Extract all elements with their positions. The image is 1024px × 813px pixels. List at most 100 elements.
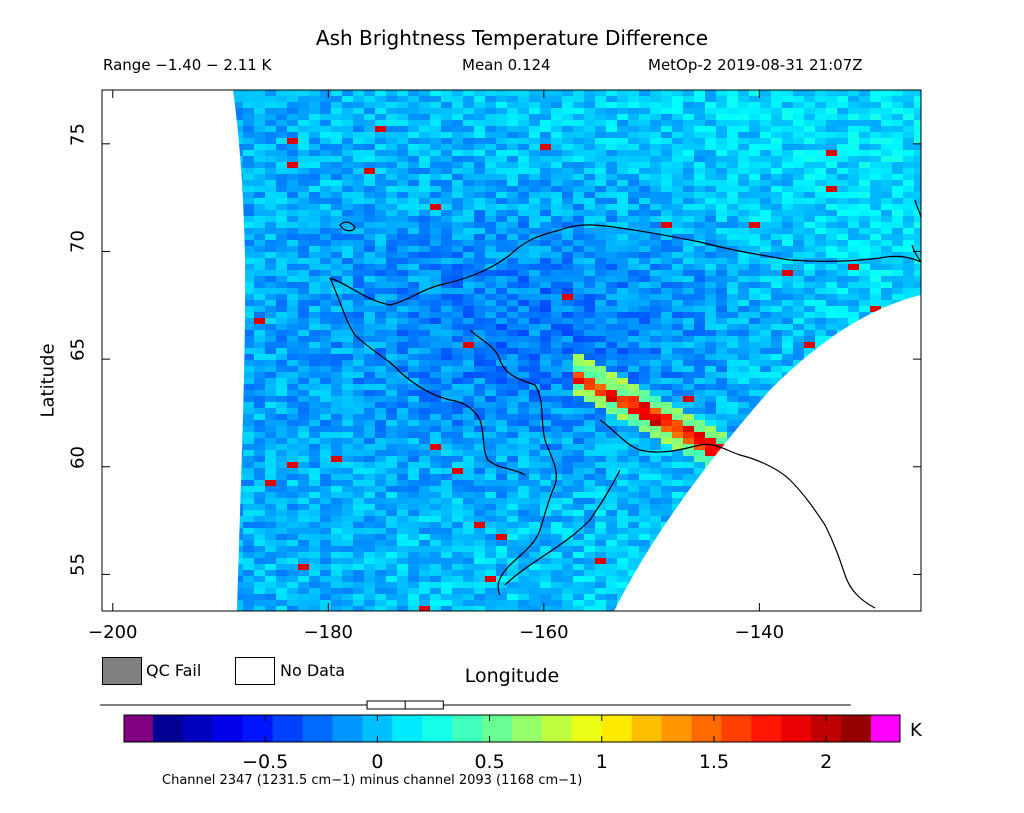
heatmap-cell	[650, 138, 661, 144]
heatmap-cell	[749, 180, 760, 186]
heatmap-cell	[353, 372, 364, 378]
heatmap-cell	[826, 138, 837, 144]
heatmap-cell	[441, 198, 452, 204]
heatmap-cell	[837, 540, 848, 546]
heatmap-cell	[287, 126, 298, 132]
heatmap-cell	[298, 468, 309, 474]
heatmap-cell	[661, 432, 672, 438]
heatmap-cell	[364, 270, 375, 276]
heatmap-cell	[595, 174, 606, 180]
heatmap-cell	[782, 468, 793, 474]
heatmap-cell	[265, 240, 276, 246]
heatmap-cell	[342, 444, 353, 450]
heatmap-cell	[507, 132, 518, 138]
heatmap-cell	[254, 120, 265, 126]
heatmap-cell	[584, 162, 595, 168]
heatmap-cell	[342, 366, 353, 372]
heatmap-cell	[474, 120, 485, 126]
heatmap-cell	[870, 504, 881, 510]
heatmap-cell	[617, 228, 628, 234]
heatmap-cell	[573, 516, 584, 522]
heatmap-cell	[573, 504, 584, 510]
heatmap-cell	[496, 420, 507, 426]
heatmap-cell	[727, 402, 738, 408]
heatmap-cell	[386, 432, 397, 438]
heatmap-cell	[507, 150, 518, 156]
heatmap-cell	[650, 180, 661, 186]
heatmap-cell	[804, 516, 815, 522]
heatmap-cell	[584, 354, 595, 360]
heatmap-cell	[463, 132, 474, 138]
heatmap-cell	[903, 558, 914, 564]
heatmap-cell	[276, 432, 287, 438]
heatmap-cell	[276, 282, 287, 288]
heatmap-cell	[463, 384, 474, 390]
heatmap-cell	[716, 474, 727, 480]
heatmap-cell	[397, 510, 408, 516]
heatmap-cell	[540, 378, 551, 384]
heatmap-cell	[881, 324, 892, 330]
heatmap-cell	[551, 276, 562, 282]
heatmap-cell	[397, 270, 408, 276]
heatmap-cell	[419, 546, 430, 552]
heatmap-cell	[331, 264, 342, 270]
heatmap-cell	[518, 528, 529, 534]
heatmap-cell	[276, 318, 287, 324]
heatmap-cell	[430, 474, 441, 480]
heatmap-cell	[606, 408, 617, 414]
heatmap-cell	[562, 180, 573, 186]
heatmap-cell	[650, 234, 661, 240]
heatmap-cell	[430, 192, 441, 198]
heatmap-cell	[353, 186, 364, 192]
heatmap-cell	[243, 540, 254, 546]
heatmap-cell	[408, 564, 419, 570]
heatmap-cell	[419, 342, 430, 348]
heatmap-cell	[419, 228, 430, 234]
heatmap-cell	[793, 90, 804, 96]
heatmap-cell	[914, 540, 921, 546]
heatmap-cell	[650, 246, 661, 252]
heatmap-cell	[650, 546, 661, 552]
heatmap-cell	[331, 474, 342, 480]
heatmap-cell	[430, 210, 441, 216]
heatmap-cell	[452, 426, 463, 432]
heatmap-cell	[441, 510, 452, 516]
heatmap-cell	[683, 486, 694, 492]
heatmap-cell	[859, 474, 870, 480]
heatmap-cell	[320, 396, 331, 402]
heatmap-cell	[342, 270, 353, 276]
heatmap-cell	[870, 234, 881, 240]
heatmap-cell	[298, 528, 309, 534]
heatmap-cell	[716, 306, 727, 312]
heatmap-cell	[331, 240, 342, 246]
heatmap-cell	[738, 486, 749, 492]
heatmap-cell	[430, 306, 441, 312]
heatmap-cell	[309, 222, 320, 228]
heatmap-cell	[430, 366, 441, 372]
heatmap-cell	[364, 426, 375, 432]
heatmap-cell	[859, 372, 870, 378]
heatmap-cell	[540, 540, 551, 546]
heatmap-cell	[672, 132, 683, 138]
heatmap-cell	[397, 174, 408, 180]
heatmap-cell	[298, 192, 309, 198]
heatmap-cell	[540, 174, 551, 180]
heatmap-cell	[914, 204, 921, 210]
heatmap-cell	[793, 102, 804, 108]
heatmap-cell	[584, 384, 595, 390]
heatmap-cell	[672, 522, 683, 528]
heatmap-cell	[914, 156, 921, 162]
heatmap-cell	[254, 414, 265, 420]
heatmap-cell	[694, 378, 705, 384]
heatmap-cell	[551, 438, 562, 444]
heatmap-cell	[298, 108, 309, 114]
heatmap-cell	[375, 414, 386, 420]
heatmap-cell	[606, 378, 617, 384]
heatmap-cell	[749, 372, 760, 378]
heatmap-cell	[233, 270, 243, 276]
heatmap-cell	[639, 120, 650, 126]
heatmap-cell	[881, 414, 892, 420]
heatmap-cell	[408, 288, 419, 294]
heatmap-cell	[441, 138, 452, 144]
heatmap-cell	[639, 210, 650, 216]
